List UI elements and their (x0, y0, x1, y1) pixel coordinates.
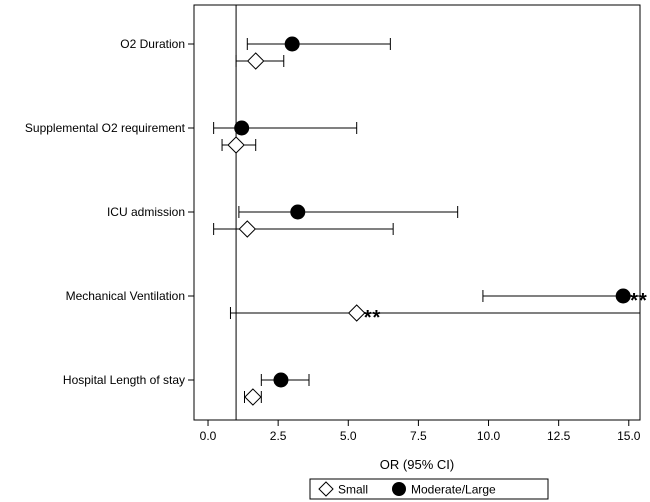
x-tick-label: 5.0 (340, 429, 357, 443)
point-moderate-large (234, 120, 250, 136)
point-moderate-large (273, 372, 289, 388)
y-tick-label: ICU admission (107, 205, 185, 219)
point-moderate-large (615, 288, 631, 304)
legend-marker-diamond (318, 481, 334, 497)
x-tick-label: 12.5 (547, 429, 571, 443)
x-tick-label: 7.5 (410, 429, 427, 443)
point-small (244, 388, 262, 406)
y-tick-label: Mechanical Ventilation (66, 289, 185, 303)
legend-box (309, 478, 549, 500)
y-tick-label: Supplemental O2 requirement (25, 121, 186, 135)
x-tick-label: 10.0 (477, 429, 501, 443)
point-small (247, 52, 265, 70)
significance-mark: ** (630, 290, 648, 312)
point-moderate-large (290, 204, 306, 220)
point-small (227, 136, 245, 154)
legend-marker-circle (392, 482, 406, 496)
legend-label: Small (338, 483, 368, 497)
legend-label: Moderate/Large (411, 483, 496, 497)
x-tick-label: 0.0 (200, 429, 217, 443)
y-tick-label: O2 Duration (120, 37, 185, 51)
point-small (347, 304, 366, 322)
significance-mark: ** (364, 307, 382, 329)
x-axis-title: OR (95% CI) (380, 457, 454, 472)
point-small (238, 220, 257, 238)
y-tick-label: Hospital Length of stay (63, 373, 185, 387)
point-moderate-large (284, 36, 300, 52)
x-tick-label: 2.5 (270, 429, 287, 443)
x-tick-label: 15.0 (617, 429, 641, 443)
